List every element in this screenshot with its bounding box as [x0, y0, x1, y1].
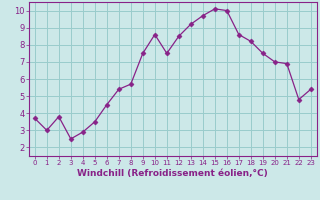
- X-axis label: Windchill (Refroidissement éolien,°C): Windchill (Refroidissement éolien,°C): [77, 169, 268, 178]
